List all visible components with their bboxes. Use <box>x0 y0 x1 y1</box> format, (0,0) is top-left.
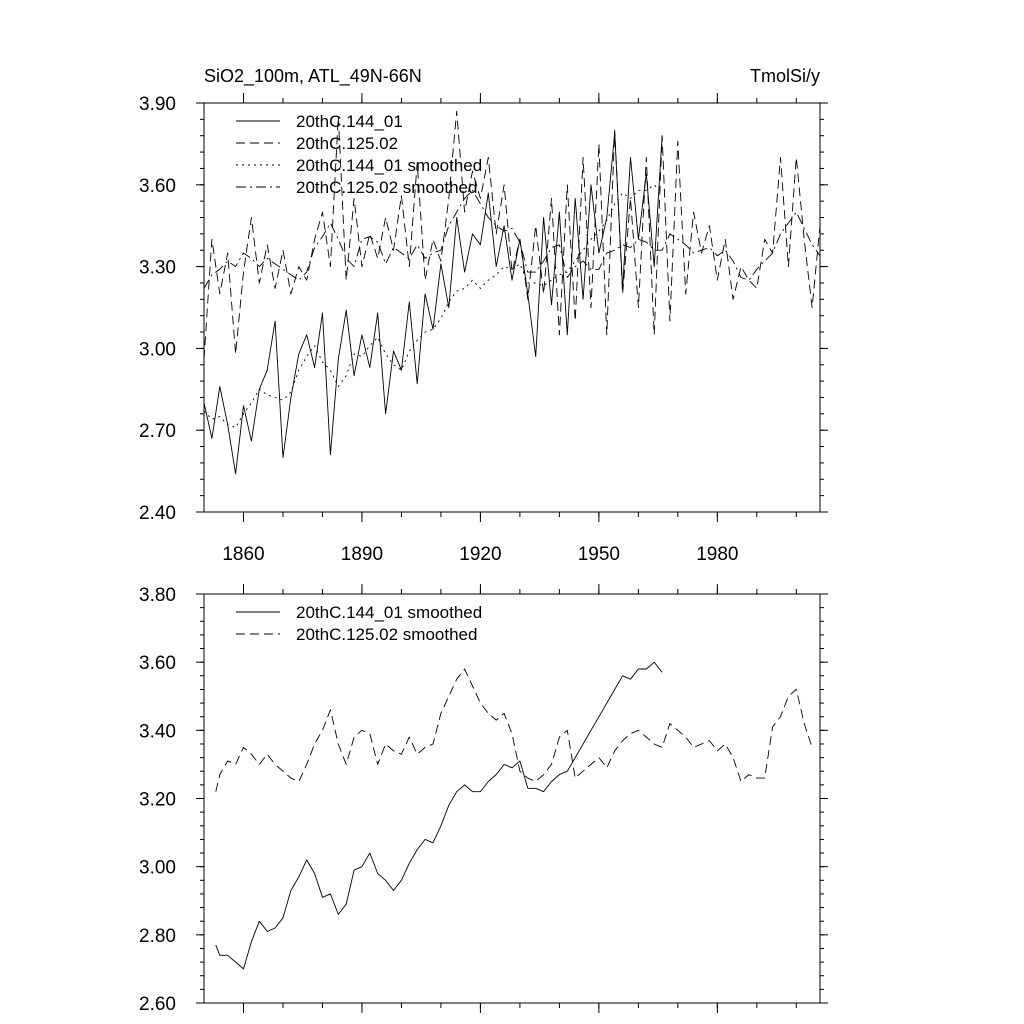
top-y-tick-label: 3.60 <box>139 176 176 197</box>
top-series-20thc-144-01 <box>203 132 663 475</box>
top-series-20thc-125-02-smoothed <box>203 189 821 289</box>
top-y-tick-label: 3.00 <box>139 339 176 360</box>
top-chart-unit-label: TmolSi/y <box>750 66 820 86</box>
top-chart-legend: 20thC.144_01 20thC.125.02 20thC.144_01 smo… <box>236 112 482 197</box>
top-y-tick-label: 3.90 <box>139 94 176 115</box>
top-series-20thc-125-02 <box>203 110 821 360</box>
top-x-tick-label: 1890 <box>341 544 383 565</box>
bottom-series-20thc-125-02-smoothed <box>215 668 813 792</box>
top-y-tick-label: 3.30 <box>139 258 176 279</box>
top-x-tick-label: 1860 <box>222 544 264 565</box>
bottom-y-tick-label: 3.80 <box>139 585 176 606</box>
top-legend-label: 20thC.144_01 <box>296 112 403 131</box>
bottom-y-tick-label: 3.60 <box>139 653 176 674</box>
bottom-y-tick-label: 3.00 <box>139 858 176 879</box>
bottom-y-tick-label: 3.20 <box>139 790 176 811</box>
bottom-legend-label: 20thC.144_01 smoothed <box>296 603 482 622</box>
bottom-chart-legend: 20thC.144_01 smoothed 20thC.125.02 smooth… <box>236 603 482 644</box>
bottom-chart-panel: 2.60 2.80 3.00 3.20 3.40 3.60 3.80 20thC.144_0… <box>139 584 828 1015</box>
top-plot-frame <box>203 102 821 513</box>
top-y-tick-label: 2.70 <box>139 421 176 442</box>
bottom-chart-series <box>215 661 813 970</box>
top-y-tick-label: 2.40 <box>139 503 176 524</box>
top-x-tick-label: 1980 <box>696 544 738 565</box>
bottom-y-tick-label: 2.60 <box>139 994 176 1015</box>
top-chart-series <box>203 110 821 475</box>
top-x-tick-label: 1950 <box>578 544 620 565</box>
top-chart-title: SiO2_100m, ATL_49N-66N <box>204 66 422 87</box>
top-chart-axes: 2.40 2.70 3.00 3.30 3.60 3.90 1860 1890 1920 1950… <box>139 93 828 565</box>
bottom-y-tick-label: 3.40 <box>139 721 176 742</box>
bottom-chart-axes: 2.60 2.80 3.00 3.20 3.40 3.60 3.80 <box>139 584 828 1015</box>
top-x-tick-label: 1920 <box>459 544 501 565</box>
bottom-y-tick-label: 2.80 <box>139 926 176 947</box>
top-legend-label: 20thC.125.02 <box>296 134 398 153</box>
bottom-legend-label: 20thC.125.02 smoothed <box>296 625 477 644</box>
top-chart-panel: SiO2_100m, ATL_49N-66N TmolSi/y 2.40 2.70… <box>139 66 828 565</box>
top-legend-label: 20thC.125.02 smoothed <box>296 178 477 197</box>
top-legend-label: 20thC.144_01 smoothed <box>296 156 482 175</box>
bottom-series-20thc-144-01-smoothed <box>215 661 663 970</box>
